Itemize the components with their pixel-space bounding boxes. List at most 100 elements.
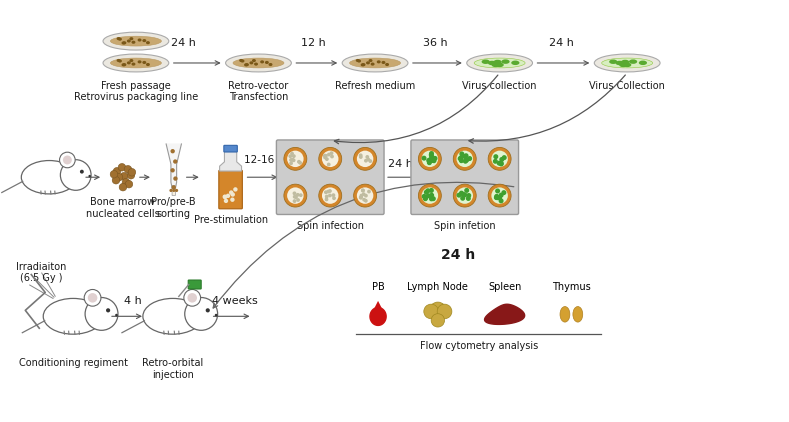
Circle shape (500, 158, 503, 161)
Ellipse shape (594, 54, 660, 72)
Ellipse shape (142, 39, 146, 42)
Circle shape (188, 293, 197, 303)
Circle shape (362, 189, 365, 192)
Circle shape (284, 147, 307, 170)
Circle shape (430, 155, 433, 158)
Circle shape (457, 193, 461, 197)
Ellipse shape (495, 62, 503, 67)
Circle shape (319, 184, 342, 207)
Ellipse shape (110, 58, 162, 68)
Text: PB: PB (372, 282, 384, 292)
Polygon shape (373, 301, 383, 311)
Circle shape (488, 147, 511, 170)
Text: 24 h: 24 h (549, 38, 574, 48)
Circle shape (120, 173, 128, 180)
Text: Retro-orbital
injection: Retro-orbital injection (142, 358, 204, 380)
Ellipse shape (129, 37, 133, 40)
Circle shape (332, 194, 335, 196)
Circle shape (357, 151, 373, 167)
Circle shape (230, 191, 233, 194)
Circle shape (329, 194, 331, 197)
Circle shape (122, 179, 129, 186)
Circle shape (297, 160, 300, 163)
Circle shape (424, 197, 427, 200)
Circle shape (421, 187, 438, 204)
Circle shape (59, 152, 75, 168)
Circle shape (430, 152, 433, 155)
Text: Lymph Node: Lymph Node (407, 282, 469, 292)
Ellipse shape (511, 61, 519, 65)
Ellipse shape (252, 59, 256, 62)
Circle shape (357, 187, 373, 204)
Circle shape (458, 157, 462, 160)
Circle shape (499, 162, 503, 166)
Polygon shape (166, 143, 181, 190)
Circle shape (88, 175, 91, 177)
Circle shape (424, 196, 428, 199)
Ellipse shape (245, 63, 249, 66)
Circle shape (466, 197, 470, 200)
Circle shape (496, 196, 499, 200)
Ellipse shape (137, 38, 141, 42)
Circle shape (125, 180, 133, 188)
Text: Bone marrow
nucleated cells: Bone marrow nucleated cells (86, 197, 160, 219)
Circle shape (223, 195, 226, 198)
Ellipse shape (342, 54, 408, 72)
Circle shape (290, 159, 292, 161)
FancyBboxPatch shape (219, 170, 242, 209)
Circle shape (325, 191, 327, 193)
Ellipse shape (356, 59, 360, 62)
Text: Refresh medium: Refresh medium (335, 81, 415, 91)
Text: 4 h: 4 h (124, 296, 142, 306)
Circle shape (322, 187, 338, 204)
Text: Pre-stimulation: Pre-stimulation (193, 215, 267, 225)
Circle shape (437, 304, 452, 319)
Circle shape (172, 189, 175, 192)
Text: Pro/pre-B
sorting: Pro/pre-B sorting (151, 197, 196, 219)
Ellipse shape (122, 41, 126, 44)
Circle shape (360, 197, 362, 199)
Ellipse shape (268, 63, 272, 66)
Ellipse shape (142, 61, 146, 64)
Circle shape (429, 159, 432, 162)
Circle shape (112, 176, 120, 184)
Circle shape (234, 188, 237, 191)
Circle shape (185, 298, 218, 330)
Circle shape (467, 194, 470, 197)
Ellipse shape (621, 60, 630, 64)
Text: 4 weeks: 4 weeks (211, 296, 257, 306)
Circle shape (432, 157, 436, 160)
Circle shape (299, 162, 301, 164)
Circle shape (427, 194, 430, 197)
Circle shape (362, 193, 365, 195)
Circle shape (460, 191, 463, 195)
Circle shape (426, 189, 430, 192)
Circle shape (174, 176, 178, 181)
Circle shape (498, 196, 502, 200)
Circle shape (171, 185, 176, 189)
Ellipse shape (474, 58, 525, 68)
Circle shape (497, 161, 501, 165)
Ellipse shape (629, 60, 638, 64)
Text: Virus Collection: Virus Collection (589, 81, 665, 91)
Ellipse shape (623, 62, 631, 67)
Circle shape (454, 147, 477, 170)
Circle shape (184, 289, 200, 306)
Circle shape (284, 184, 307, 207)
Ellipse shape (639, 61, 647, 65)
Ellipse shape (103, 32, 169, 50)
Circle shape (361, 189, 364, 192)
Circle shape (363, 198, 365, 201)
Circle shape (430, 159, 434, 162)
Ellipse shape (492, 63, 499, 67)
Ellipse shape (122, 63, 126, 66)
Circle shape (495, 196, 498, 200)
Text: Conditioning regiment: Conditioning regiment (19, 358, 128, 368)
Polygon shape (219, 151, 241, 171)
Polygon shape (484, 304, 525, 325)
Ellipse shape (502, 60, 510, 64)
Circle shape (459, 159, 463, 162)
Ellipse shape (573, 306, 583, 322)
Ellipse shape (361, 63, 365, 66)
Ellipse shape (241, 60, 245, 62)
